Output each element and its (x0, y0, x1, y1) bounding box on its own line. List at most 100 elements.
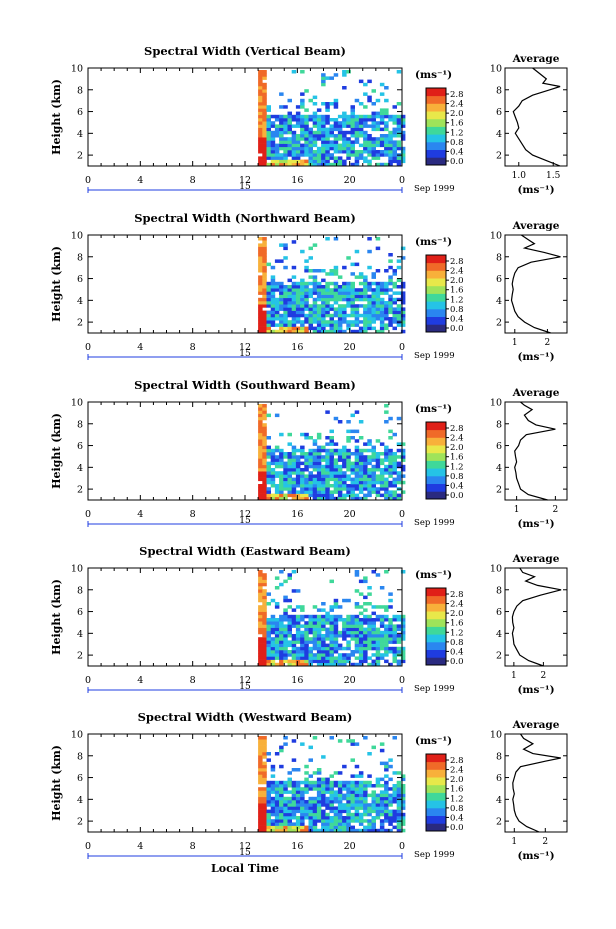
heatmap-cell (270, 323, 276, 327)
heatmap-cell (258, 102, 263, 106)
heatmap-cell (316, 496, 322, 501)
heatmap-cell (371, 640, 376, 644)
heatmap-cell (375, 458, 381, 462)
heatmap-cell (384, 570, 389, 574)
heatmap-cell (350, 452, 355, 456)
heatmap-cell (350, 301, 355, 305)
heatmap-cell (388, 796, 393, 801)
heatmap-cell (400, 156, 406, 160)
heatmap-cell (384, 768, 389, 772)
heatmap-cell (291, 130, 297, 135)
heatmap-cell (384, 819, 389, 823)
heatmap-cell (375, 614, 381, 619)
heatmap-cell (295, 156, 301, 160)
heatmap-cell (312, 317, 318, 321)
heatmap-cell (333, 137, 339, 141)
heatmap-cell (400, 246, 406, 251)
heatmap-cell (304, 461, 309, 466)
heatmap-cell (392, 480, 397, 485)
heatmap-cell (316, 124, 322, 128)
heatmap-cell (329, 650, 334, 654)
heatmap-cell (375, 297, 381, 302)
heatmap-cell (258, 146, 263, 151)
heatmap-cell (291, 803, 297, 807)
heatmap-cell (363, 474, 368, 478)
heatmap-cell (308, 455, 313, 459)
heatmap-cell (266, 812, 271, 817)
heatmap-cell (396, 816, 402, 820)
heatmap-cell (354, 439, 360, 443)
heatmap-cell (358, 294, 364, 299)
heatmap-cell (342, 659, 347, 664)
heatmap-cell (388, 448, 393, 453)
heatmap-cell (396, 793, 402, 798)
heatmap-cell (371, 800, 376, 804)
heatmap-cell (304, 297, 309, 302)
heatmap-cell (291, 288, 297, 292)
heatmap-cell (400, 637, 406, 641)
heatmap-cell (329, 326, 334, 331)
heatmap-cell (312, 304, 318, 308)
heatmap-cell (262, 416, 267, 421)
heatmap-cell (300, 455, 305, 459)
heatmap-cell (279, 304, 284, 308)
heatmap-cell (358, 130, 364, 135)
heatmap-cell (283, 598, 288, 603)
heatmap-cell (346, 793, 351, 798)
heatmap-cell (295, 153, 301, 157)
heatmap-cell (295, 162, 301, 167)
heatmap-cell (363, 297, 368, 302)
heatmap-cell (258, 278, 263, 283)
heatmap-cell (400, 656, 406, 660)
heatmap-cell (304, 458, 309, 462)
panel-1: Spectral Width (Vertical Beam)0 4 8 12 16 20 0… (50, 44, 568, 196)
heatmap-cell (346, 477, 351, 482)
heatmap-cell (312, 624, 318, 628)
heatmap-cell (279, 477, 284, 482)
heatmap-cell (316, 650, 322, 654)
heatmap-cell (295, 627, 301, 632)
heatmap-cell (354, 487, 360, 491)
heatmap-cell (354, 589, 360, 593)
heatmap-cell (308, 156, 313, 160)
heatmap-cell (295, 650, 301, 654)
heatmap-cell (375, 650, 381, 654)
heatmap-cell (312, 490, 318, 494)
heatmap-cell (354, 156, 360, 160)
heatmap-cell (325, 621, 330, 625)
heatmap-cell (396, 317, 402, 321)
heatmap-cell (300, 742, 305, 746)
heatmap-cell (325, 297, 330, 302)
heatmap-cell (346, 614, 351, 619)
heatmap-cell (262, 748, 267, 753)
heatmap-cell (337, 275, 343, 279)
heatmap-cell (392, 653, 397, 657)
heatmap-cell (283, 800, 288, 804)
heatmap-cell (375, 468, 381, 472)
heatmap-cell (321, 608, 326, 612)
heatmap-cell (342, 806, 347, 810)
heatmap-cell (363, 105, 368, 109)
heatmap-cell (258, 73, 263, 77)
heatmap-cell (375, 98, 381, 103)
heatmap-cell (291, 484, 297, 488)
heatmap-cell (300, 812, 305, 817)
heatmap-cell (358, 452, 364, 456)
heatmap-cell (308, 784, 313, 788)
heatmap-cell (312, 162, 318, 167)
heatmap-cell (258, 426, 263, 430)
heatmap-cell (388, 637, 393, 641)
heatmap-cell (371, 630, 376, 635)
heatmap-cell (346, 468, 351, 472)
heatmap-cell (375, 480, 381, 485)
heatmap-cell (258, 471, 263, 475)
heatmap-cell (316, 812, 322, 817)
colorbar-tick-label: 1.2 (450, 128, 464, 138)
heatmap-cell (262, 140, 267, 144)
heatmap-cell (283, 307, 288, 311)
heatmap-cell (262, 490, 267, 494)
heatmap-cell (392, 285, 397, 289)
heatmap-cell (283, 812, 288, 817)
heatmap-cell (262, 825, 267, 830)
heatmap-cell (400, 800, 406, 804)
